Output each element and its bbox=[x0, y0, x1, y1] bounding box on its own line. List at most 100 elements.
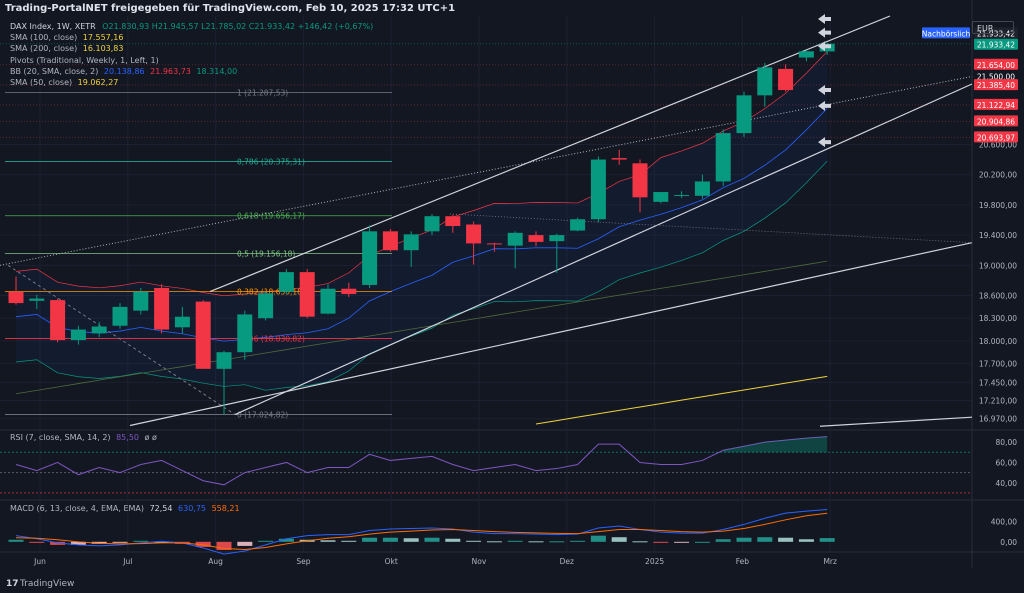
macd-histogram-bar bbox=[237, 541, 253, 546]
time-axis-label: Aug bbox=[208, 557, 223, 566]
legend-bb[interactable]: BB (20, SMA, close, 2) 20.138,86 21.963,… bbox=[10, 66, 373, 77]
candle-body bbox=[674, 195, 690, 197]
price-label: 21.385,40 bbox=[977, 81, 1015, 90]
brand-label: TradingView bbox=[20, 579, 75, 589]
macd-title: MACD (6, 13, close, 4, EMA, EMA) bbox=[10, 504, 145, 513]
time-axis-label: Jun bbox=[33, 557, 46, 566]
candle-body bbox=[528, 235, 544, 242]
macd-histogram-bar bbox=[29, 541, 45, 543]
y-tick-label: 20.600,00 bbox=[979, 140, 1017, 149]
legend-label: BB (20, SMA, close, 2) bbox=[10, 66, 99, 76]
bb-fill bbox=[16, 51, 828, 391]
rsi-line bbox=[15, 436, 828, 486]
legend-value: 16.103,83 bbox=[82, 44, 124, 54]
sma100-line bbox=[535, 375, 828, 425]
macd-histogram-bar bbox=[549, 541, 565, 543]
candle-body bbox=[133, 291, 149, 311]
macd-histogram-bar bbox=[570, 540, 586, 542]
candle-body bbox=[778, 68, 794, 91]
candle-body bbox=[29, 298, 45, 301]
candle-body bbox=[611, 158, 627, 160]
y-tick-label: 19.800,00 bbox=[979, 201, 1017, 210]
macd-line bbox=[15, 509, 828, 555]
candle-body bbox=[362, 231, 378, 285]
y-tick-label: 18.600,00 bbox=[979, 292, 1017, 301]
candle-body bbox=[174, 316, 190, 328]
candle-body bbox=[466, 224, 482, 244]
macd-histogram-bar bbox=[133, 540, 149, 542]
legend-value: 21.963,73 bbox=[150, 66, 191, 76]
candle-body bbox=[216, 352, 232, 369]
macd-histogram-bar bbox=[757, 537, 773, 542]
macd-signal-line bbox=[15, 512, 828, 550]
candle-body bbox=[757, 67, 773, 96]
rsi-tick-label: 80,00 bbox=[996, 438, 1018, 447]
tradingview-logo[interactable]: 17TradingView bbox=[6, 579, 74, 589]
candle-body bbox=[570, 219, 586, 231]
bb-lower-line bbox=[15, 160, 828, 391]
candle-body bbox=[8, 291, 24, 304]
time-axis-label: Feb bbox=[736, 557, 750, 566]
fib-level-label: 0,618 (19.656,17) bbox=[237, 212, 305, 221]
candle-body bbox=[424, 216, 440, 232]
fib-level-label: 0,786 (20.375,31) bbox=[237, 157, 305, 166]
macd-histogram-bar bbox=[507, 540, 523, 542]
macd-histogram-bar bbox=[653, 541, 669, 543]
legend-symbol-row[interactable]: DAX Index, 1W, XETR O21.830,93 H21.945,5… bbox=[10, 21, 373, 32]
publish-header: Trading-PortalNET freigegeben für Tradin… bbox=[5, 3, 456, 14]
macd-legend[interactable]: MACD (6, 13, close, 4, EMA, EMA) 72,54 6… bbox=[10, 504, 240, 513]
macd-histogram-bar bbox=[466, 540, 482, 542]
price-label: 21.933,42 bbox=[977, 41, 1015, 50]
price-label-bg bbox=[974, 79, 1018, 91]
macd-tick-label: 400,00 bbox=[991, 517, 1017, 526]
bb-upper-line bbox=[15, 51, 828, 297]
macd-histogram-bar bbox=[694, 541, 710, 543]
price-label: 21.654,00 bbox=[977, 61, 1015, 70]
macd-hist-value: 72,54 bbox=[149, 504, 173, 513]
annotation-arrow-icon bbox=[818, 14, 831, 25]
macd-histogram-bar bbox=[112, 541, 128, 543]
macd-histogram-bar bbox=[798, 539, 814, 542]
legend-pivots[interactable]: Pivots (Traditional, Weekly, 1, Left, 1) bbox=[10, 55, 373, 66]
price-label: 20.904,86 bbox=[977, 117, 1015, 126]
candle-body bbox=[590, 159, 606, 220]
legend-sma100[interactable]: SMA (100, close) 17.557,16 bbox=[10, 32, 373, 43]
price-label: Nachbörslich bbox=[922, 29, 971, 38]
macd-histogram-bar bbox=[736, 537, 752, 542]
legend-sma200[interactable]: SMA (200, close) 16.103,83 bbox=[10, 43, 373, 54]
legend-ohlc: O21.830,93 H21.945,57 L21.785,02 C21.933… bbox=[102, 22, 374, 31]
candle-body bbox=[715, 133, 731, 182]
price-label-bg bbox=[974, 131, 1018, 143]
fib-level-label: 0,5 (19.156,18) bbox=[237, 250, 295, 259]
currency-button[interactable]: EUR bbox=[972, 21, 1014, 34]
dotted-trend-line bbox=[0, 75, 973, 266]
rsi-extra: ø ø bbox=[144, 433, 157, 442]
candle-body bbox=[486, 243, 502, 245]
annotation-arrow-icon bbox=[818, 85, 831, 96]
macd-histogram-bar bbox=[8, 539, 24, 542]
annotation-arrow-icon bbox=[818, 41, 831, 52]
time-axis-label: Sep bbox=[296, 557, 310, 566]
legend-value: 17.557,16 bbox=[82, 33, 124, 43]
candle-body bbox=[258, 293, 274, 319]
rsi-overbought-fill bbox=[723, 436, 828, 453]
y-tick-label: 16.970,00 bbox=[979, 415, 1017, 424]
macd-histogram-bar bbox=[778, 537, 794, 542]
macd-histogram-bar bbox=[403, 538, 419, 542]
macd-histogram-bar bbox=[154, 541, 170, 543]
rsi-value: 85,50 bbox=[116, 433, 139, 442]
support-line bbox=[129, 242, 973, 427]
macd-histogram-bar bbox=[445, 538, 461, 542]
macd-histogram-bar bbox=[70, 541, 86, 545]
legend-sma50[interactable]: SMA (50, close) 19.062,27 bbox=[10, 77, 373, 88]
candle-body bbox=[507, 232, 523, 246]
macd-histogram-bar bbox=[819, 538, 835, 542]
time-axis-label: Mrz bbox=[823, 557, 837, 566]
rsi-legend[interactable]: RSI (7, close, SMA, 14, 2) 85,50 ø ø bbox=[10, 433, 157, 442]
rsi-tick-label: 60,00 bbox=[996, 458, 1018, 467]
price-label-bg bbox=[974, 98, 1018, 110]
tv-logo-icon: 17 bbox=[6, 579, 19, 589]
y-tick-label: 18.000,00 bbox=[979, 337, 1017, 346]
candle-body bbox=[70, 329, 86, 341]
